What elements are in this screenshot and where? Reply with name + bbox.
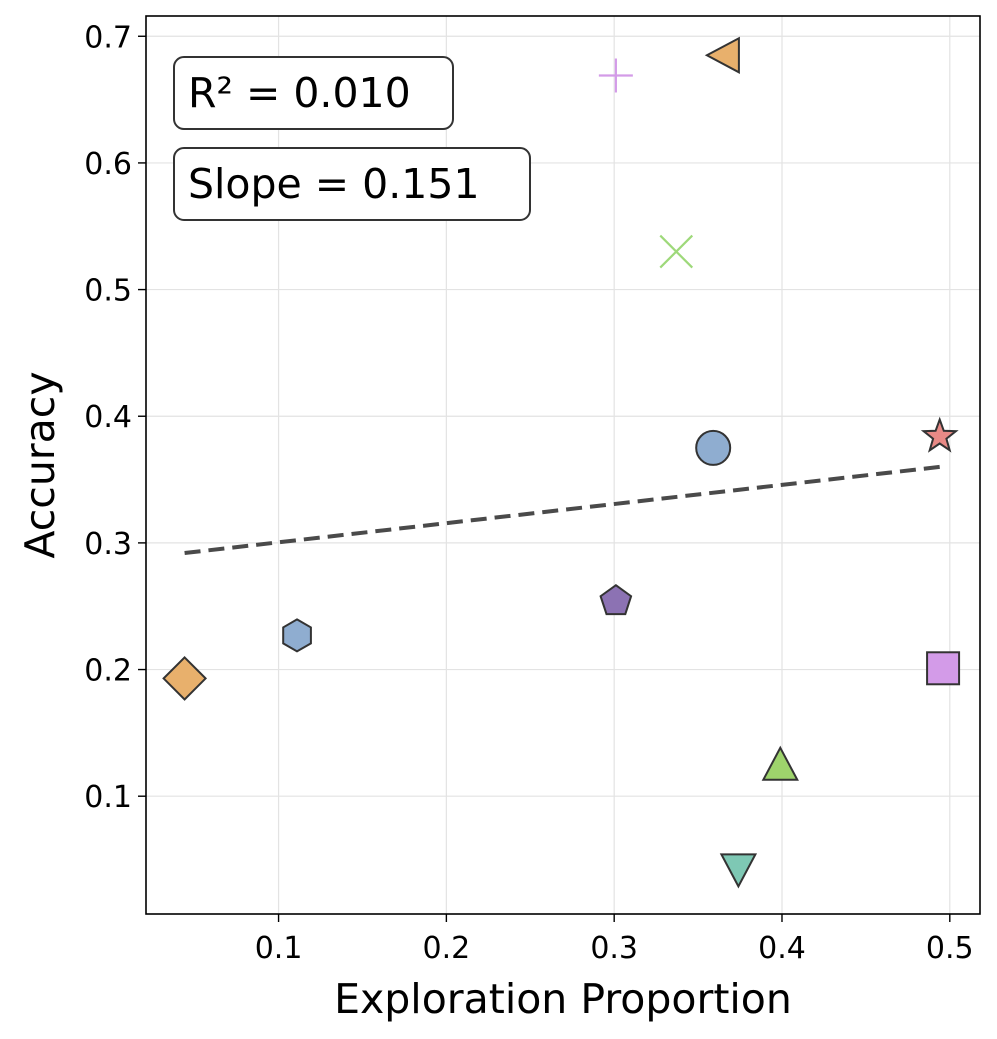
slope-label: Slope = 0.151 [188,160,480,208]
point-plus [598,58,633,93]
axis-ticks: 0.1 0.2 0.3 0.4 0.5 0.1 0.2 0.3 0.4 0.5 0.6 0.7 [84,20,973,966]
point-star [920,416,959,453]
y-tick-label: 0.5 [84,274,132,309]
point-hexagon [282,618,312,653]
y-tick-label: 0.3 [84,527,132,562]
r2-box [173,56,454,130]
y-tick-label: 0.7 [84,20,132,55]
trendline-group [184,464,940,556]
point-x [659,234,694,269]
point-circle [695,429,732,466]
point-triangle-up [761,745,799,781]
trendline [184,464,940,556]
x-tick-label: 0.1 [255,931,303,966]
plot-frame [145,15,981,915]
r2-label: R² = 0.010 [188,69,411,117]
y-axis-title: Accuracy [16,371,64,558]
y-tick-label: 0.2 [84,654,132,689]
x-tick-label: 0.4 [758,931,806,966]
point-diamond [162,655,208,701]
y-tick-label: 0.1 [84,780,132,815]
x-tick-label: 0.3 [590,931,638,966]
y-tick-label: 0.6 [84,147,132,182]
y-tick-label: 0.4 [84,400,132,435]
x-tick-label: 0.5 [926,931,974,966]
x-tick-label: 0.2 [423,931,471,966]
point-square [926,651,961,686]
point-triangle-left [704,36,740,74]
x-axis-title: Exploration Proportion [334,975,792,1023]
point-triangle-down [719,853,758,889]
slope-box [173,147,531,221]
point-pentagon [599,583,633,616]
data-points [162,36,961,889]
